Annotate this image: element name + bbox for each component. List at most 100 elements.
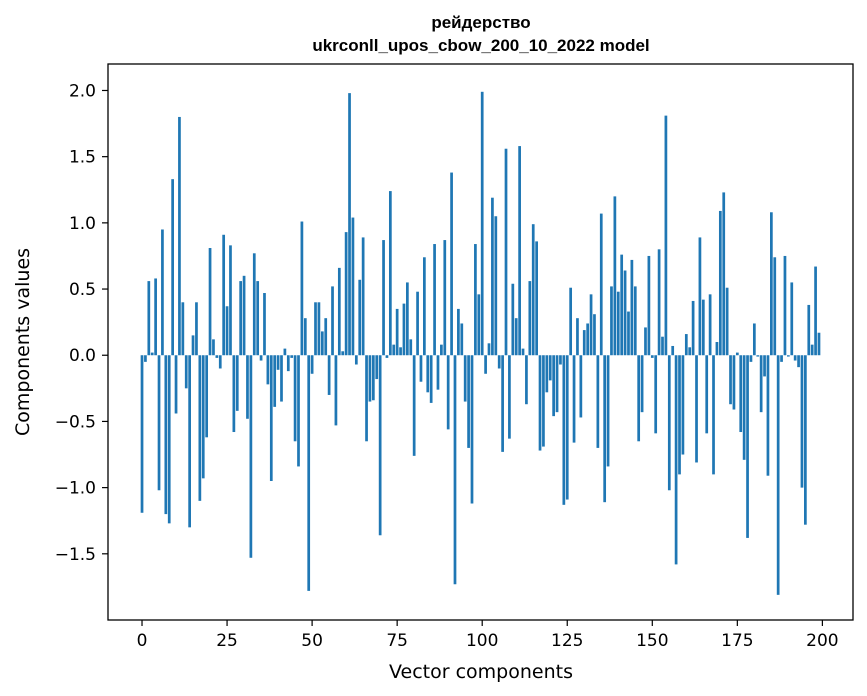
bar: [331, 286, 334, 356]
bar: [525, 355, 528, 405]
bar: [759, 355, 763, 413]
bar: [545, 355, 549, 393]
bar: [440, 344, 443, 356]
bar: [392, 344, 396, 356]
bar: [681, 355, 685, 455]
bar: [718, 210, 722, 356]
bar: [800, 355, 804, 488]
bar: [218, 355, 222, 369]
bar: [616, 291, 620, 356]
bar: [752, 323, 756, 356]
bar: [783, 255, 787, 356]
bar: [426, 355, 430, 393]
bar: [436, 355, 440, 390]
bar: [705, 355, 709, 434]
bar: [280, 355, 283, 402]
bar: [780, 355, 783, 362]
bar: [293, 355, 297, 442]
bar: [239, 281, 243, 356]
x-tick-label: 200: [806, 631, 838, 651]
bar: [242, 275, 246, 356]
bar: [402, 303, 406, 356]
bar: [793, 355, 797, 361]
bar: [290, 355, 294, 358]
x-tick-label: 75: [386, 631, 408, 651]
bar: [559, 355, 562, 365]
bar: [433, 244, 436, 356]
bar: [531, 224, 535, 356]
bar: [664, 115, 668, 356]
y-tick-label: −1.0: [55, 479, 96, 499]
bar: [671, 345, 675, 356]
bar: [766, 355, 770, 476]
x-tick-label: 50: [301, 631, 323, 651]
bar: [698, 237, 702, 356]
bar: [773, 257, 777, 356]
bar: [511, 283, 515, 356]
bar: [467, 355, 470, 448]
bar: [521, 348, 525, 356]
bar: [684, 334, 688, 356]
bar: [368, 355, 372, 402]
bar: [572, 355, 576, 443]
bar: [722, 192, 726, 356]
bar: [494, 216, 498, 356]
bar: [423, 257, 426, 356]
bar: [341, 351, 345, 356]
bar: [657, 249, 661, 356]
plot-frame: [107, 63, 854, 621]
bar: [354, 355, 358, 365]
bar: [457, 308, 460, 356]
bar: [518, 146, 521, 356]
chart-title: рейдерство: [431, 13, 530, 32]
bar: [770, 212, 773, 356]
bar: [633, 286, 637, 356]
bar: [300, 221, 304, 356]
bar: [708, 294, 712, 356]
bar: [269, 355, 273, 481]
bar: [797, 355, 800, 368]
bar: [480, 91, 484, 356]
bar: [181, 302, 185, 356]
bar: [627, 311, 630, 356]
bar: [715, 342, 719, 356]
bar: [582, 330, 586, 356]
x-axis-label: Vector components: [389, 661, 573, 683]
bar: [562, 355, 566, 505]
bar: [654, 355, 658, 434]
bar: [283, 348, 287, 356]
bar: [382, 240, 385, 356]
bar: [620, 254, 624, 356]
bar: [790, 282, 794, 356]
bar: [763, 355, 766, 377]
bar: [538, 355, 542, 451]
x-tick-label: 125: [551, 631, 583, 651]
bar: [810, 344, 814, 356]
x-tick-label: 175: [721, 631, 753, 651]
bar: [184, 355, 188, 389]
bar: [735, 352, 739, 356]
y-tick-label: 1.0: [69, 214, 96, 234]
bar: [385, 355, 389, 358]
bar: [647, 255, 651, 356]
bar: [477, 294, 481, 356]
bar: [589, 294, 593, 356]
bar: [739, 355, 743, 433]
bar: [804, 355, 807, 525]
bar: [429, 355, 433, 403]
y-tick-label: 0.5: [69, 280, 96, 300]
bar: [150, 352, 154, 356]
bar: [171, 179, 174, 356]
bar: [470, 355, 474, 504]
bar: [555, 355, 559, 413]
bar: [807, 304, 811, 356]
bar: [191, 335, 195, 356]
y-tick-label: −1.5: [55, 545, 96, 565]
bar: [195, 302, 198, 356]
bar: [674, 355, 678, 565]
bar: [167, 355, 171, 524]
bar: [154, 278, 157, 356]
bar: [535, 241, 538, 356]
bar: [419, 355, 423, 382]
bar: [235, 355, 239, 411]
